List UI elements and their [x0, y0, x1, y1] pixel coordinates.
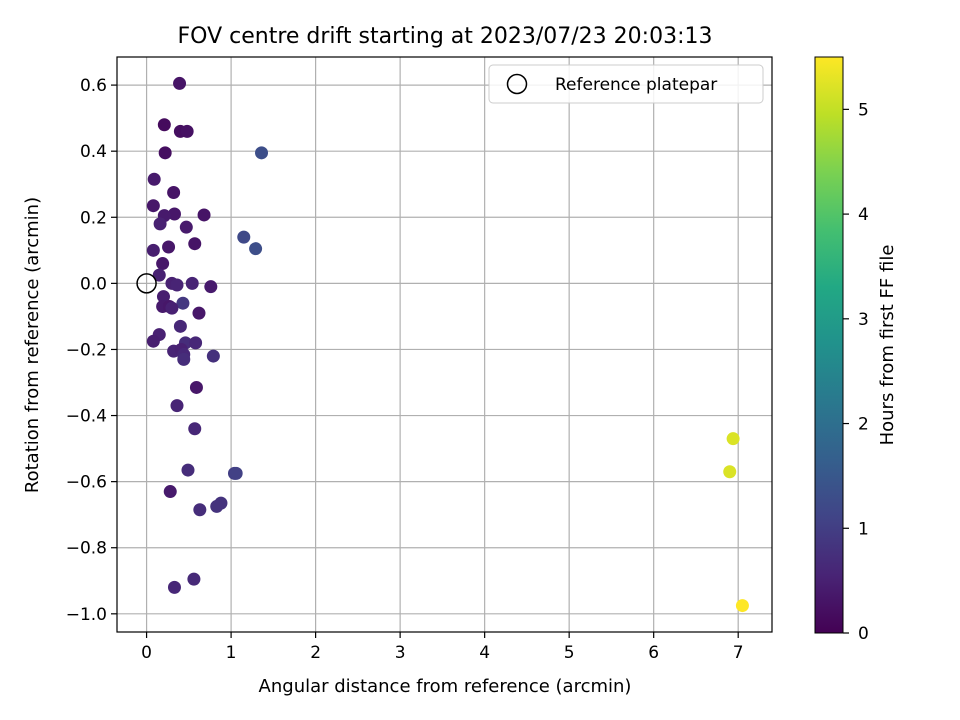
data-point — [157, 118, 171, 132]
colorbar-tick-label: 1 — [858, 519, 869, 539]
x-tick-label: 1 — [226, 643, 237, 663]
data-point — [189, 380, 203, 394]
legend-box — [488, 64, 764, 104]
points-layer — [146, 76, 749, 613]
data-point — [162, 240, 176, 254]
data-point — [170, 399, 184, 413]
data-point — [180, 124, 194, 138]
data-point — [197, 208, 211, 222]
data-point — [188, 422, 202, 436]
chart-title: FOV centre drift starting at 2023/07/23 … — [178, 24, 713, 49]
data-point — [156, 290, 170, 304]
data-point — [179, 220, 193, 234]
data-point — [206, 349, 220, 363]
data-point — [189, 336, 203, 350]
data-point — [165, 301, 179, 315]
x-axis: 0 1 2 3 4 5 6 7 — [141, 632, 744, 663]
colorbar: 0 1 2 3 4 5 Hours from first FF file — [814, 56, 898, 644]
colorbar-tick-label: 2 — [858, 415, 869, 435]
data-point — [167, 580, 181, 594]
data-point — [735, 599, 749, 613]
x-axis-label: Angular distance from reference (arcmin) — [259, 676, 632, 697]
data-point — [173, 319, 187, 333]
data-point — [173, 76, 187, 90]
colorbar-tick-label: 3 — [858, 310, 869, 330]
colorbar-label: Hours from first FF file — [877, 245, 898, 446]
data-point — [177, 352, 191, 366]
data-point — [153, 217, 167, 231]
data-point — [146, 243, 160, 257]
colorbar-tick-label: 5 — [858, 100, 869, 120]
y-tick-label: 0.4 — [80, 142, 107, 162]
reference-platepar-marker — [136, 273, 157, 294]
data-point — [176, 296, 190, 310]
data-point — [167, 185, 181, 199]
y-tick-label: −0.4 — [66, 407, 107, 427]
data-point — [156, 257, 170, 271]
y-tick-label: −0.6 — [66, 473, 107, 493]
data-point — [152, 268, 166, 282]
y-axis: −1.0 −0.8 −0.6 −0.4 −0.2 0.0 0.2 0.4 0.6 — [66, 76, 117, 625]
data-point — [255, 146, 269, 160]
x-tick-label: 3 — [395, 643, 406, 663]
data-point — [204, 280, 218, 294]
data-point — [210, 499, 224, 513]
legend: Reference platepar — [488, 64, 764, 104]
plot-frame — [116, 56, 773, 633]
legend-entry-label: Reference platepar — [555, 75, 717, 95]
data-point — [193, 503, 207, 517]
data-point — [726, 432, 740, 446]
colorbar-tick-label: 0 — [858, 624, 869, 644]
y-axis-label: Rotation from reference (arcmin) — [22, 197, 43, 493]
x-tick-label: 0 — [141, 643, 152, 663]
data-point — [146, 334, 160, 348]
y-tick-label: −0.8 — [66, 539, 107, 559]
data-point — [146, 199, 160, 213]
x-tick-label: 6 — [648, 643, 659, 663]
colorbar-tick-label: 4 — [858, 205, 869, 225]
data-point — [249, 242, 263, 256]
x-tick-label: 4 — [479, 643, 490, 663]
data-point — [192, 306, 206, 320]
data-point — [187, 572, 201, 586]
x-tick-label: 2 — [310, 643, 321, 663]
data-point — [163, 485, 177, 499]
y-tick-label: 0.0 — [80, 274, 107, 294]
y-tick-label: −0.2 — [66, 340, 107, 360]
colorbar-gradient — [814, 56, 844, 634]
x-tick-label: 5 — [564, 643, 575, 663]
y-tick-label: 0.6 — [80, 76, 107, 96]
data-point — [723, 465, 737, 479]
data-point — [158, 146, 172, 160]
data-point — [185, 276, 199, 290]
y-tick-label: −1.0 — [66, 605, 107, 625]
grid — [117, 57, 772, 632]
data-point — [170, 278, 184, 292]
data-point — [229, 466, 243, 480]
data-point — [188, 237, 202, 251]
legend-marker — [506, 73, 528, 95]
data-point — [181, 463, 195, 477]
data-point — [147, 172, 161, 186]
y-tick-label: 0.2 — [80, 208, 107, 228]
data-point — [167, 207, 181, 221]
data-point — [237, 230, 251, 244]
colorbar-ticks: 0 1 2 3 4 5 — [843, 100, 869, 644]
x-tick-label: 7 — [733, 643, 744, 663]
